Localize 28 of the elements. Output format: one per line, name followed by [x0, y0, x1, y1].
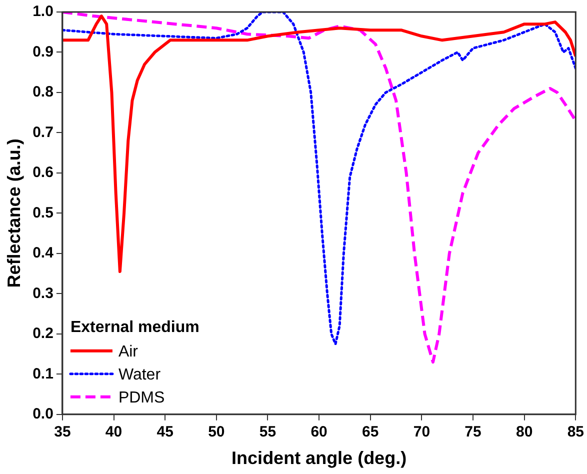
x-axis-title: Incident angle (deg.) [232, 448, 407, 468]
y-tick-label: 0.0 [32, 406, 54, 423]
legend-title: External medium [70, 318, 200, 336]
y-tick-label: 0.2 [32, 325, 54, 342]
x-tick-label: 80 [516, 424, 533, 441]
x-tick-label: 60 [310, 424, 328, 441]
legend-label: PDMS [118, 389, 165, 406]
x-tick-label: 35 [54, 424, 71, 441]
y-tick-label: 0.7 [32, 124, 54, 141]
y-tick-label: 0.6 [32, 164, 54, 182]
x-tick-label: 50 [208, 424, 225, 441]
y-tick-label: 0.9 [32, 43, 54, 60]
y-tick-label: 0.4 [32, 244, 54, 262]
x-tick-label: 85 [567, 424, 584, 441]
x-tick-label: 55 [259, 424, 276, 441]
y-axis-title: Reflectance (a.u.) [4, 138, 24, 288]
x-tick-label: 65 [362, 424, 379, 441]
x-tick-label: 70 [413, 424, 430, 441]
legend-label: Air [118, 343, 139, 360]
x-tick-label: 45 [156, 424, 174, 441]
x-tick-label: 40 [105, 424, 122, 441]
y-tick-label: 0.3 [32, 284, 54, 302]
y-tick-label: 0.5 [32, 204, 54, 222]
x-tick-label: 75 [464, 424, 482, 441]
y-tick-label: 1.0 [32, 3, 54, 20]
legend-label: Water [118, 366, 162, 384]
y-tick-label: 0.8 [32, 84, 54, 101]
y-tick-label: 0.1 [32, 365, 54, 382]
